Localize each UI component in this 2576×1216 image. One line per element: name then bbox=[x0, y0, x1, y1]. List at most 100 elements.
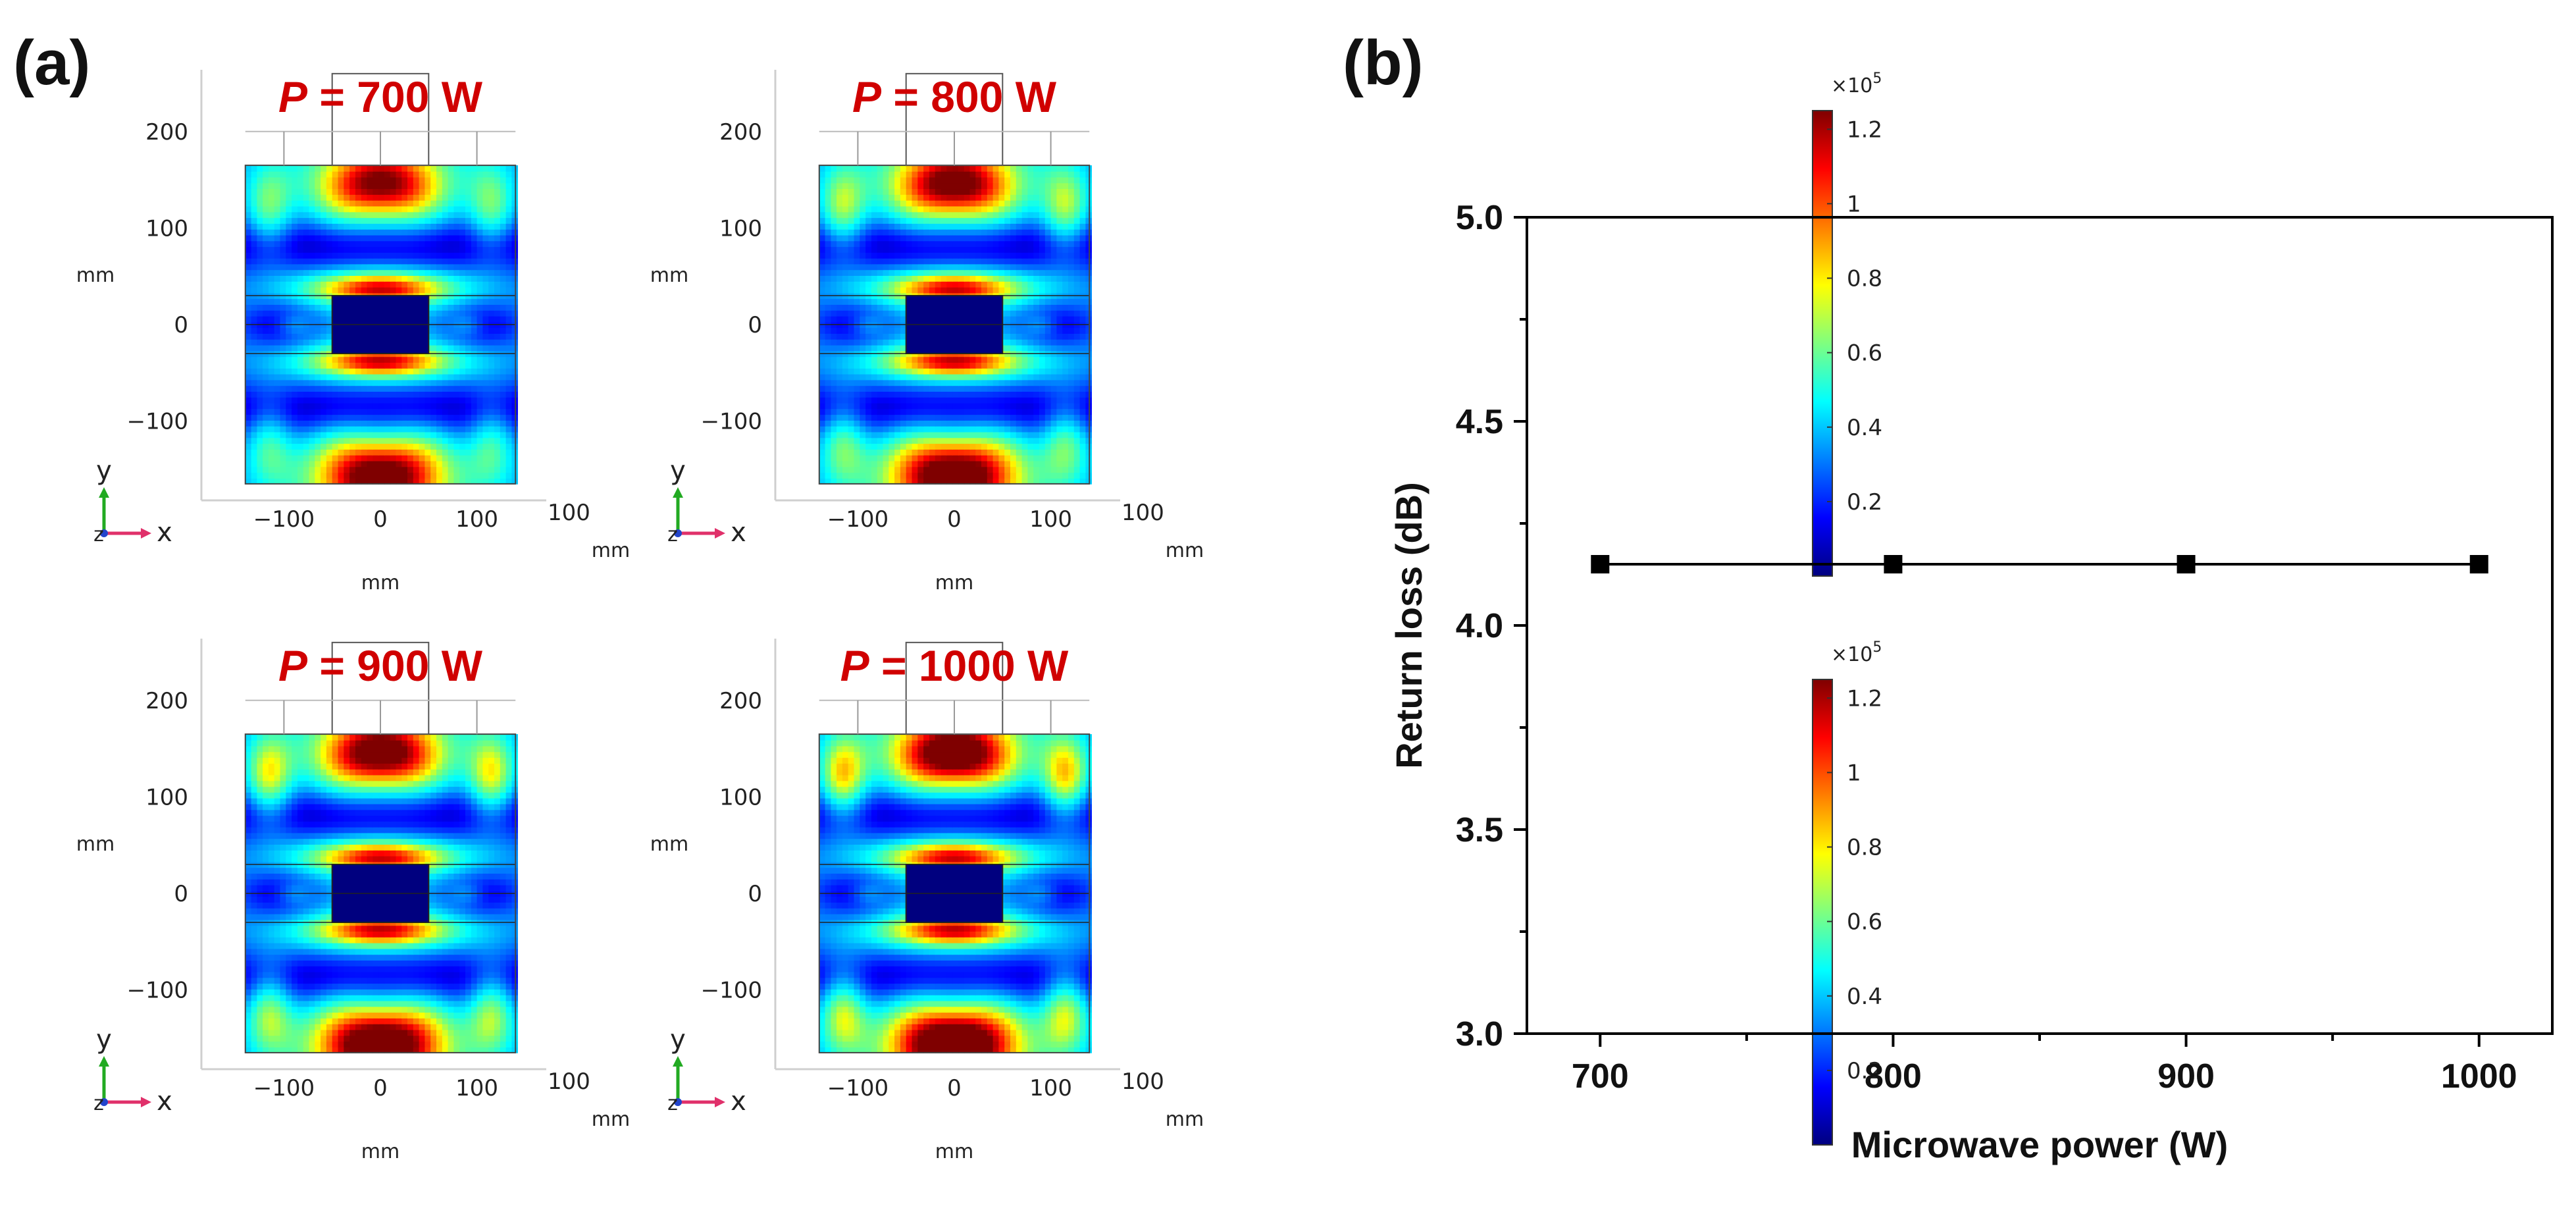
x-tick-label: 100 bbox=[1029, 1075, 1072, 1101]
panel-title: P = 1000 W bbox=[840, 641, 1069, 690]
y-tick-label: 100 bbox=[719, 784, 762, 810]
x-axis-unit-right: mm bbox=[1166, 1108, 1204, 1131]
axis-triad: y x z bbox=[667, 456, 746, 548]
y-tick-label: −100 bbox=[127, 409, 188, 435]
triad-z-dot bbox=[674, 1098, 682, 1106]
title-value: = 1000 W bbox=[869, 641, 1069, 690]
y-tick-label: 100 bbox=[145, 215, 188, 242]
x-tick-label: −100 bbox=[827, 1075, 889, 1101]
y-tick-label: 200 bbox=[145, 688, 188, 714]
triad-z-label: z bbox=[667, 1092, 678, 1115]
x-tick-label: 700 bbox=[1572, 1057, 1629, 1096]
x-axis-unit-right: mm bbox=[592, 1108, 630, 1131]
y-tick-label: 200 bbox=[719, 688, 762, 714]
colorbar-bar bbox=[1812, 110, 1833, 577]
x-axis-unit: mm bbox=[361, 1140, 399, 1163]
triad-y-label: y bbox=[96, 1024, 112, 1055]
x-tick-label: −100 bbox=[827, 506, 889, 533]
triad-y-arrowhead bbox=[673, 487, 683, 498]
x-axis-label: Microwave power (W) bbox=[1851, 1124, 2228, 1165]
x-tick-label: 100 bbox=[455, 506, 498, 533]
colorbar-tick-label: 1 bbox=[1847, 191, 1861, 217]
colorbar-exponent: ×105 bbox=[1831, 70, 1882, 97]
colorbar-tick-label: 0.8 bbox=[1847, 266, 1882, 292]
title-variable: P bbox=[278, 72, 308, 121]
y-tick-label: 200 bbox=[719, 119, 762, 145]
x-tick-label: 0 bbox=[947, 506, 962, 533]
colorbar-tick-label: 0.8 bbox=[1847, 835, 1882, 861]
x-axis-unit: mm bbox=[935, 1140, 973, 1163]
colorbar-exponent-base: ×10 bbox=[1831, 643, 1872, 666]
triad-x-label: x bbox=[731, 1086, 746, 1117]
triad-x-arrowhead bbox=[141, 528, 151, 539]
triad-x-arrowhead bbox=[141, 1097, 151, 1107]
data-point bbox=[1884, 555, 1903, 573]
triad-z-label: z bbox=[93, 523, 104, 546]
title-value: = 800 W bbox=[881, 72, 1057, 121]
colorbar-tick-label: 0.4 bbox=[1847, 415, 1882, 441]
x-tick-label: −100 bbox=[253, 506, 315, 533]
triad-y-arrowhead bbox=[99, 1056, 109, 1067]
x-tick-label: −100 bbox=[253, 1075, 315, 1101]
y-tick-label: 0 bbox=[174, 312, 188, 338]
y-tick-label: 3.5 bbox=[1456, 811, 1503, 849]
x-tick-label: 100 bbox=[455, 1075, 498, 1101]
title-value: = 700 W bbox=[307, 72, 483, 121]
y-axis-unit: mm bbox=[76, 833, 115, 856]
panel-a-label: (a) bbox=[13, 28, 90, 98]
triad-x-arrowhead bbox=[715, 528, 725, 539]
x-tick-label: 800 bbox=[1865, 1057, 1922, 1096]
plot-frame bbox=[1526, 216, 2554, 1035]
x-extra-tick-label: 100 bbox=[548, 1069, 590, 1095]
colorbar-tick-label: 1 bbox=[1847, 760, 1861, 786]
triad-y-arrowhead bbox=[99, 487, 109, 498]
y-axis-unit: mm bbox=[650, 264, 688, 287]
line-chart: 700 800 900 1000 3.0 3.5 4.0 4.5 5.0 Microwave po… bbox=[1388, 199, 2554, 1165]
colorbar-tick-label: 1.2 bbox=[1847, 117, 1882, 143]
y-tick-label: −100 bbox=[127, 978, 188, 1004]
colorbar-tick-label: 0.6 bbox=[1847, 340, 1882, 367]
y-axis-label: Return loss (dB) bbox=[1388, 482, 1430, 769]
triad-y-arrowhead bbox=[673, 1056, 683, 1067]
y-tick-label: 5.0 bbox=[1456, 199, 1503, 237]
triad-y-label: y bbox=[670, 1024, 686, 1055]
x-tick-label: 1000 bbox=[2441, 1057, 2517, 1096]
data-point bbox=[1591, 555, 1610, 573]
colorbar-bar bbox=[1812, 679, 1833, 1146]
title-value: = 900 W bbox=[307, 641, 483, 690]
x-tick-label: 900 bbox=[2157, 1057, 2215, 1096]
colorbar-800: 1.2 1 0.8 0.6 0.4 0.2 ×105 bbox=[1812, 70, 1882, 577]
axis-triad: y x z bbox=[93, 456, 172, 548]
panel-b-label: (b) bbox=[1343, 28, 1424, 98]
colorbar-exponent-base: ×10 bbox=[1831, 74, 1872, 97]
colorbar-exponent-power: 5 bbox=[1872, 70, 1882, 87]
triad-z-dot bbox=[100, 529, 108, 537]
x-tick-label: 0 bbox=[373, 1075, 388, 1101]
colorbar-tick-label: 0.4 bbox=[1847, 984, 1882, 1010]
y-tick-label: 100 bbox=[719, 215, 762, 242]
colorbar-tick-label: 0.2 bbox=[1847, 1058, 1882, 1084]
x-tick-label: 100 bbox=[1029, 506, 1072, 533]
title-variable: P bbox=[840, 641, 870, 690]
y-tick-label: 0 bbox=[748, 881, 762, 907]
colorbar-1000: 1.2 1 0.8 0.6 0.4 0.2 ×105 bbox=[1812, 639, 1882, 1146]
y-tick-label: 4.5 bbox=[1456, 403, 1503, 441]
x-tick-label: 0 bbox=[373, 506, 388, 533]
triad-z-dot bbox=[674, 529, 682, 537]
colorbar-tick-label: 1.2 bbox=[1847, 685, 1882, 712]
title-variable: P bbox=[278, 641, 308, 690]
data-point bbox=[2177, 555, 2196, 573]
triad-y-label: y bbox=[670, 456, 686, 486]
colorbar-exponent: ×105 bbox=[1831, 639, 1882, 666]
colorbar-tick-label: 0.6 bbox=[1847, 909, 1882, 936]
triad-z-label: z bbox=[93, 1092, 104, 1115]
panel-title: P = 700 W bbox=[278, 72, 483, 121]
colorbar-tick-label: 0.2 bbox=[1847, 489, 1882, 515]
x-extra-tick-label: 100 bbox=[548, 500, 590, 526]
title-variable: P bbox=[852, 72, 882, 121]
triad-x-arrowhead bbox=[715, 1097, 725, 1107]
